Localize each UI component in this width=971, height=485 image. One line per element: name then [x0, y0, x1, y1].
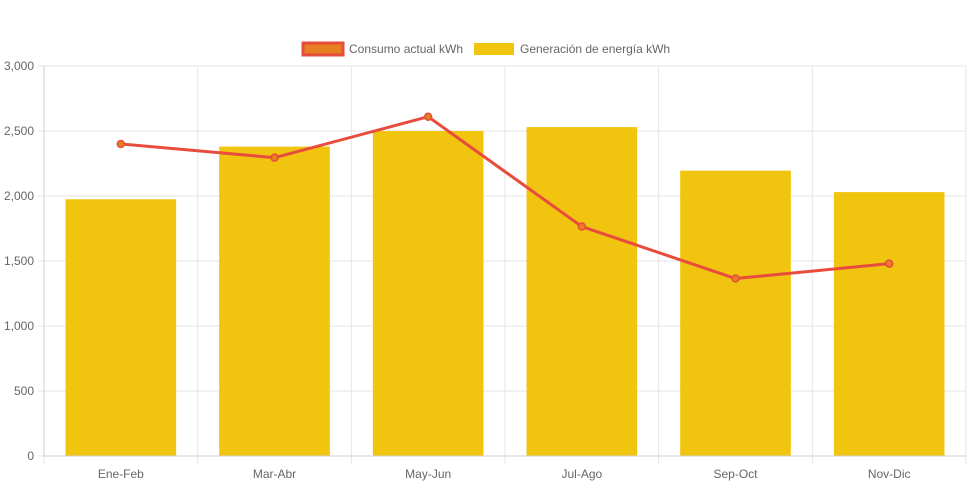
y-tick-label: 1,000: [4, 319, 34, 333]
y-tick-label: 2,000: [4, 189, 34, 203]
y-axis: 0 500 1,000 1,500 2,000 2,500 3,000: [4, 59, 45, 463]
legend-label-generacion[interactable]: Generación de energía kWh: [520, 42, 670, 56]
consumo-point-may-jun[interactable]: [423, 112, 433, 121]
bar-sep-oct[interactable]: [680, 170, 791, 456]
bar-series: [65, 127, 945, 456]
bar-may-jun[interactable]: [372, 131, 484, 456]
y-tick-label: 2,500: [4, 124, 34, 138]
x-tick-label: Mar-Abr: [253, 467, 296, 481]
consumo-point-nov-dic[interactable]: [884, 259, 894, 268]
y-tick-label: 3,000: [4, 59, 34, 73]
consumo-line: [119, 115, 891, 281]
consumo-point-sep-oct[interactable]: [731, 274, 740, 283]
x-tick-label: Nov-Dic: [868, 467, 911, 481]
legend-swatch-generacion[interactable]: [474, 43, 514, 55]
x-tick-label: Ene-Feb: [98, 467, 144, 481]
consumo-point-mar-abr[interactable]: [270, 153, 279, 162]
legend: Consumo actual kWh Generación de energía…: [301, 41, 670, 57]
x-tick-label: May-Jun: [405, 467, 451, 481]
x-tick-label: Jul-Ago: [561, 467, 602, 481]
line-series: [116, 112, 894, 283]
gridlines: [38, 65, 967, 464]
consumo-point-ene-feb[interactable]: [116, 139, 126, 149]
x-tick-label: Sep-Oct: [713, 467, 758, 481]
bar-mar-abr[interactable]: [219, 146, 330, 456]
y-tick-label: 1,500: [4, 254, 34, 268]
y-tick-label: 500: [14, 384, 34, 398]
bar-ene-feb[interactable]: [65, 199, 177, 456]
y-tick-label: 0: [27, 449, 34, 463]
bar-jul-ago[interactable]: [526, 127, 638, 456]
consumo-point-jul-ago[interactable]: [577, 222, 587, 231]
x-axis: Ene-Feb Mar-Abr May-Jun Jul-Ago Sep-Oct Nov-D…: [44, 455, 966, 481]
legend-swatch-consumo[interactable]: [301, 41, 345, 57]
bar-nov-dic[interactable]: [833, 192, 945, 456]
legend-label-consumo[interactable]: Consumo actual kWh: [349, 42, 463, 56]
